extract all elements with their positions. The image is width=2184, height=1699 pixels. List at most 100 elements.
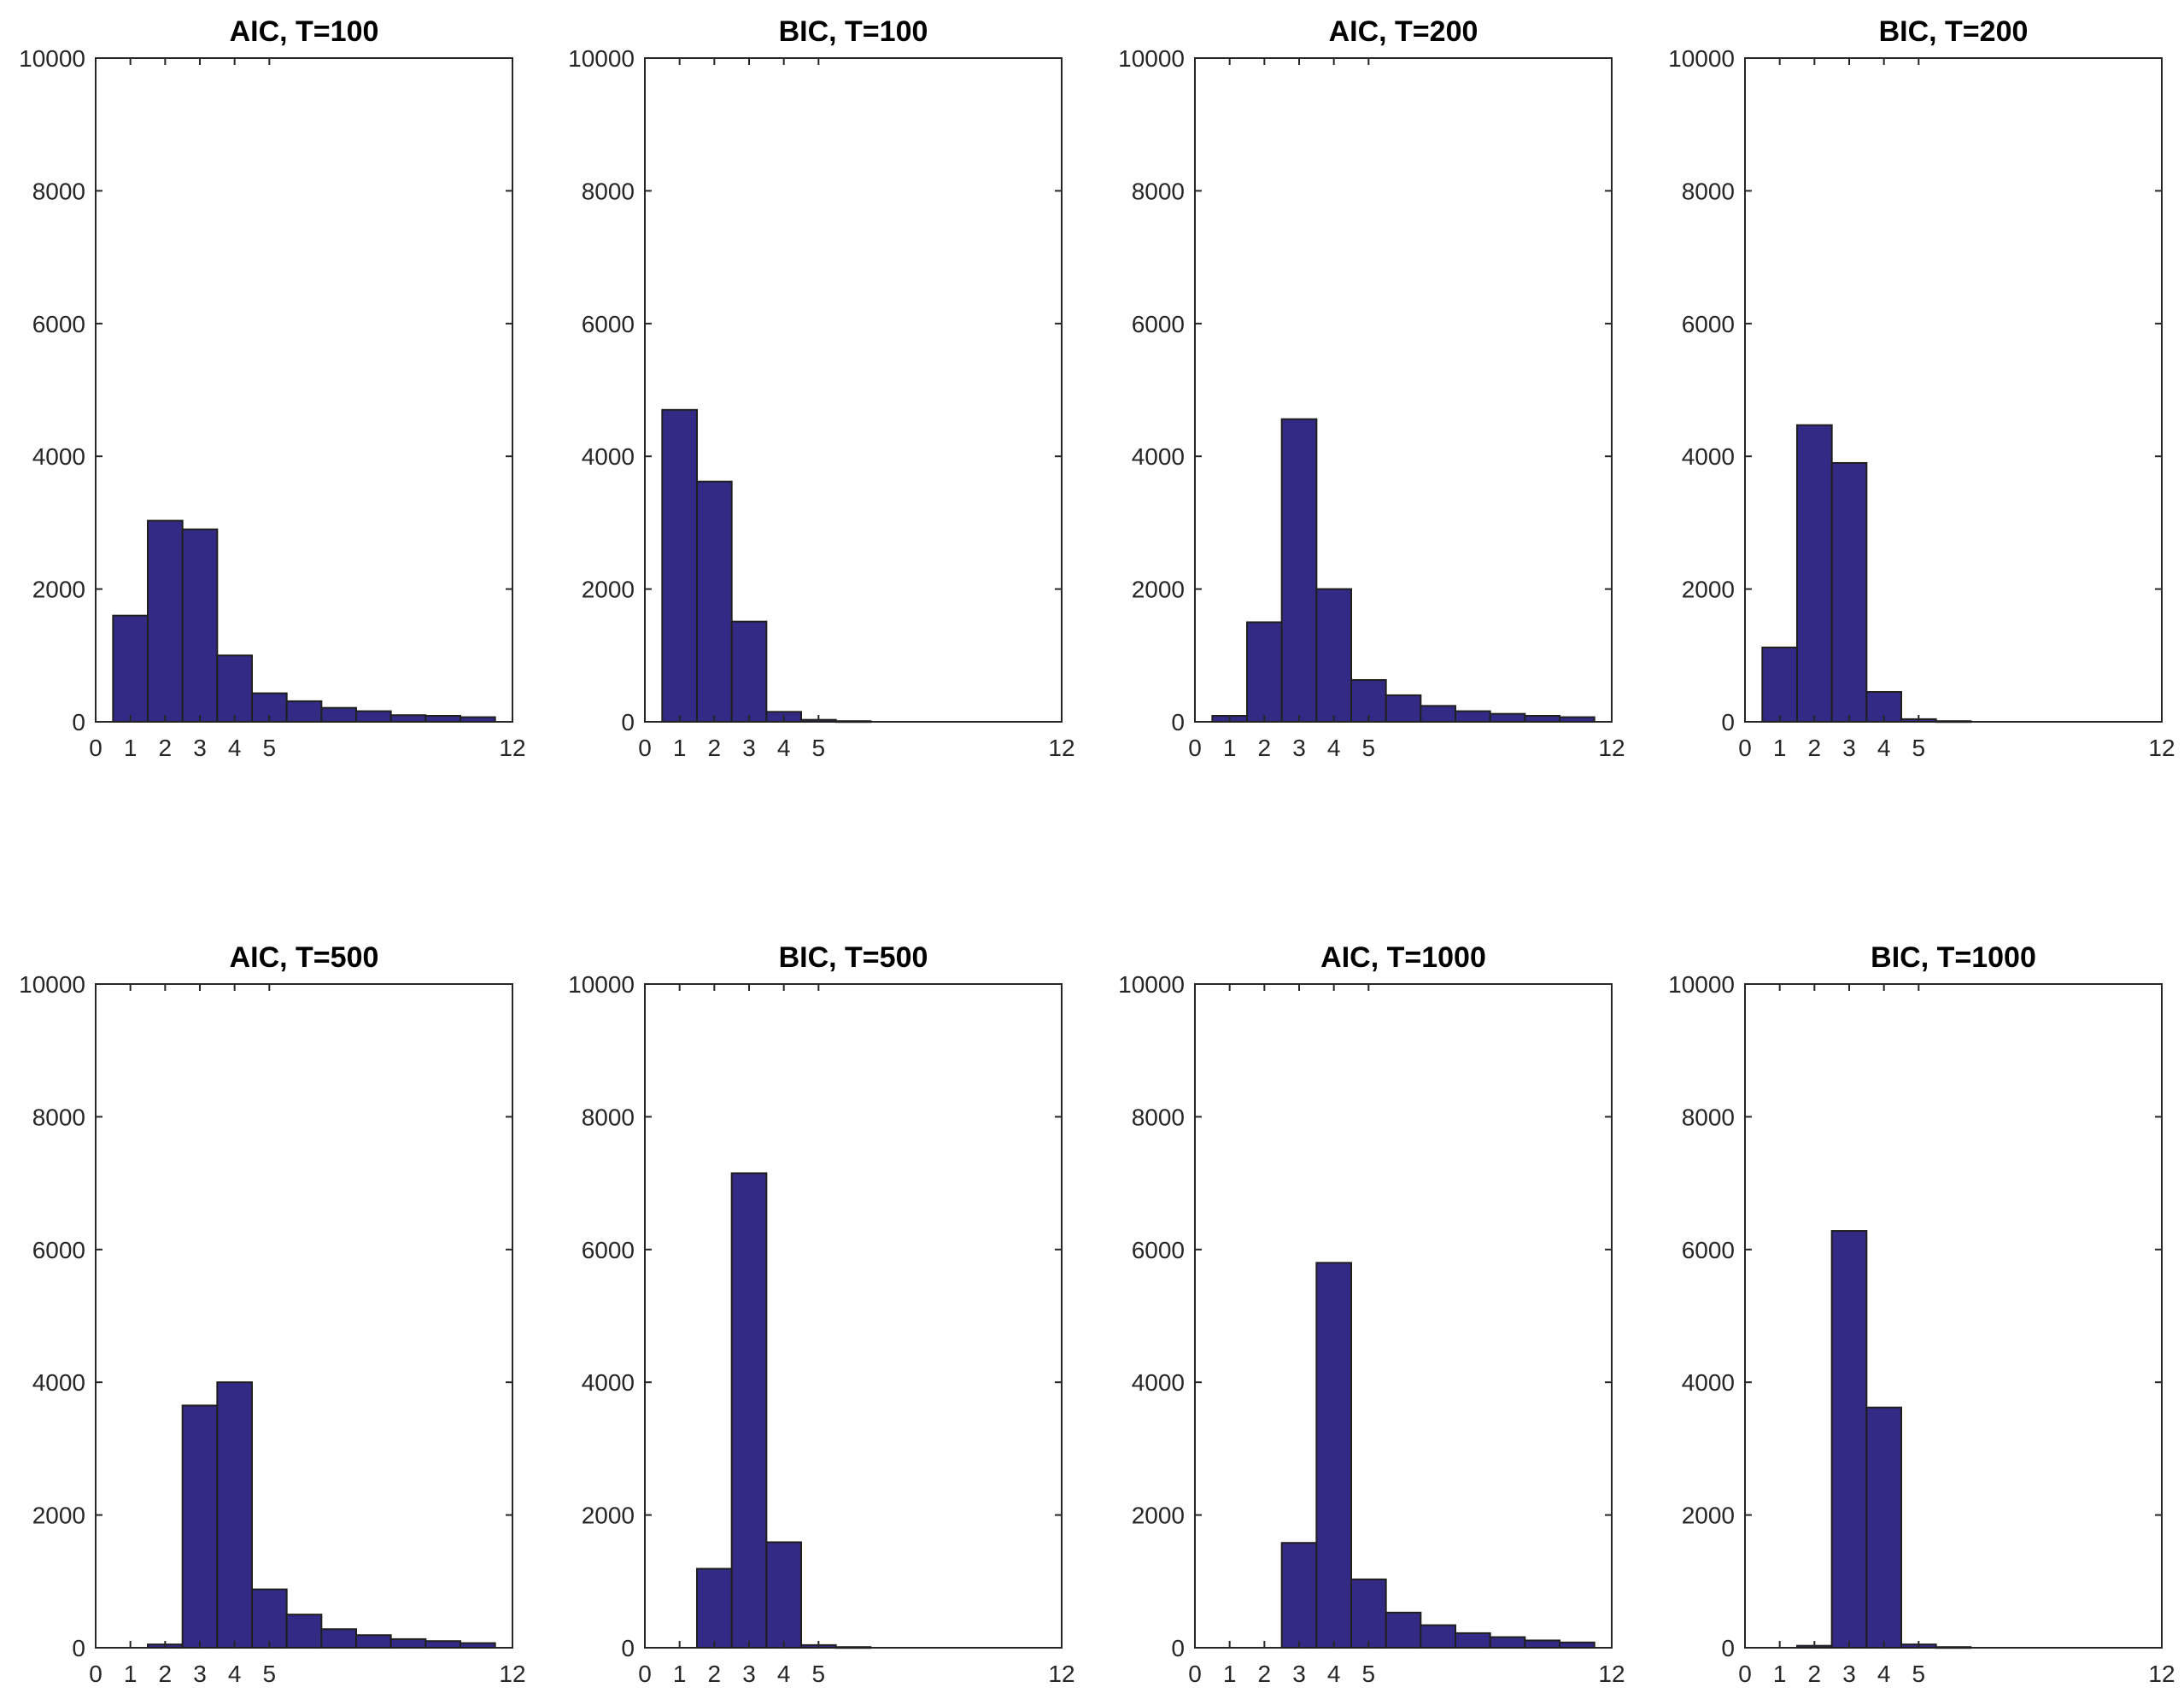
- x-tick-label: 1: [1223, 735, 1237, 761]
- histogram-bar: [1455, 1632, 1491, 1649]
- x-tick-label: 0: [89, 735, 102, 761]
- x-tick-label: 12: [1048, 1661, 1074, 1687]
- histogram-bar: [1761, 646, 1798, 724]
- x-tick-label: 0: [638, 1661, 652, 1687]
- histogram-bar: [460, 1642, 496, 1649]
- panel-title: BIC, T=500: [779, 941, 928, 974]
- x-tick-label: 5: [1362, 1661, 1376, 1687]
- y-tick-label: 8000: [1682, 1104, 1735, 1130]
- histogram-bar: [181, 528, 219, 723]
- x-tick-label: 5: [263, 1661, 277, 1687]
- y-tick-label: 8000: [582, 178, 635, 204]
- x-tick-label: 2: [1258, 735, 1272, 761]
- histogram-bar: [389, 1637, 427, 1649]
- y-tick-label: 10000: [568, 45, 635, 72]
- x-tick-label: 3: [193, 1661, 207, 1687]
- histogram-bar: [320, 1628, 358, 1649]
- panel-title: AIC, T=200: [1329, 15, 1478, 48]
- x-tick-label: 1: [1773, 1661, 1787, 1687]
- x-tick-label: 5: [1912, 735, 1926, 761]
- histogram-bar: [425, 1640, 462, 1649]
- histogram-bar: [1830, 1230, 1868, 1649]
- x-tick-label: 5: [812, 1661, 826, 1687]
- x-tick-label: 4: [228, 1661, 242, 1687]
- histogram-bar: [1489, 1636, 1526, 1649]
- x-tick-label: 12: [499, 735, 525, 761]
- y-tick-label: 4000: [582, 1369, 635, 1396]
- x-tick-label: 12: [1598, 1661, 1625, 1687]
- y-tick-label: 10000: [19, 45, 85, 72]
- histogram-bar: [730, 1172, 768, 1649]
- x-tick-label: 1: [124, 735, 138, 761]
- axes-frame: [1194, 983, 1613, 1649]
- histogram-bar: [1935, 1646, 1972, 1649]
- panel-title: AIC, T=100: [230, 15, 379, 48]
- panel-title: AIC, T=1000: [1320, 941, 1486, 974]
- x-tick-label: 12: [1598, 735, 1625, 761]
- y-tick-label: 2000: [1132, 577, 1185, 603]
- histogram-bar: [1350, 1578, 1387, 1649]
- y-tick-label: 8000: [1132, 1104, 1185, 1130]
- histogram-bar: [1315, 1262, 1353, 1649]
- y-tick-label: 4000: [582, 443, 635, 470]
- x-tick-label: 4: [1327, 735, 1341, 761]
- y-tick-label: 8000: [32, 178, 85, 204]
- x-tick-label: 1: [673, 1661, 687, 1687]
- x-tick-label: 12: [499, 1661, 525, 1687]
- y-tick-label: 0: [1721, 1635, 1735, 1661]
- histogram-bar: [1315, 588, 1353, 723]
- y-tick-label: 10000: [568, 971, 635, 998]
- panel-title: BIC, T=200: [1879, 15, 2029, 48]
- x-tick-label: 0: [638, 735, 652, 761]
- histogram-bar: [1489, 712, 1526, 724]
- y-tick-label: 2000: [32, 577, 85, 603]
- y-tick-label: 10000: [19, 971, 85, 998]
- panel-title: BIC, T=1000: [1871, 941, 2036, 974]
- x-tick-label: 4: [1327, 1661, 1341, 1687]
- y-tick-label: 6000: [1682, 311, 1735, 337]
- y-tick-label: 0: [72, 1635, 85, 1661]
- histogram-bar: [112, 614, 149, 723]
- y-tick-label: 6000: [32, 311, 85, 337]
- y-tick-label: 4000: [1682, 1369, 1735, 1396]
- histogram-bar: [1455, 710, 1491, 723]
- y-tick-label: 2000: [1682, 577, 1735, 603]
- y-tick-label: 6000: [32, 1237, 85, 1263]
- histogram-bar: [696, 1567, 733, 1649]
- histogram-bar: [1796, 424, 1833, 723]
- y-tick-label: 8000: [32, 1104, 85, 1130]
- histogram-bar: [661, 408, 698, 723]
- y-tick-label: 6000: [582, 1237, 635, 1263]
- x-tick-label: 5: [812, 735, 826, 761]
- x-tick-label: 2: [1808, 735, 1822, 761]
- histogram-bar: [834, 720, 872, 724]
- axes-frame: [1744, 983, 2163, 1649]
- x-tick-label: 3: [1292, 1661, 1306, 1687]
- histogram-bar: [320, 706, 358, 723]
- histogram-bar: [251, 1588, 288, 1649]
- histogram-bar: [1559, 716, 1596, 723]
- y-tick-label: 4000: [32, 1369, 85, 1396]
- x-tick-label: 3: [1292, 735, 1306, 761]
- histogram-bar: [355, 710, 392, 723]
- x-tick-label: 4: [1877, 1661, 1891, 1687]
- x-tick-label: 1: [673, 735, 687, 761]
- y-tick-label: 0: [1171, 1635, 1185, 1661]
- histogram-bar: [285, 700, 323, 724]
- y-tick-label: 0: [1721, 709, 1735, 735]
- x-tick-label: 0: [89, 1661, 102, 1687]
- axes-frame: [95, 983, 513, 1649]
- histogram-bar: [730, 620, 768, 723]
- y-tick-label: 0: [621, 709, 635, 735]
- y-tick-label: 4000: [32, 443, 85, 470]
- panel-title: AIC, T=500: [230, 941, 379, 974]
- histogram-bar: [1865, 1406, 1902, 1649]
- histogram-bar: [181, 1404, 219, 1649]
- x-tick-label: 0: [1738, 1661, 1752, 1687]
